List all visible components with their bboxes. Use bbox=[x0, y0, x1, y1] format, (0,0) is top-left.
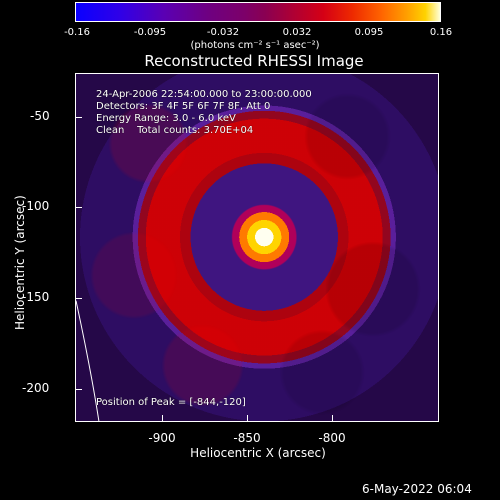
peak-position-label: Position of Peak = [-844,-120] bbox=[96, 397, 246, 408]
y-tick-mark bbox=[75, 207, 82, 208]
clean-counts-label: Clean Total counts: 3.70E+04 bbox=[96, 125, 254, 136]
colorbar-tick-label: -0.16 bbox=[64, 27, 90, 38]
solar-limb bbox=[76, 300, 100, 421]
image-plot: 24-Apr-2006 22:54:00.000 to 23:00:00.000… bbox=[75, 73, 439, 422]
y-tick-label: -200 bbox=[22, 381, 50, 395]
y-tick-label: -100 bbox=[22, 199, 50, 213]
time-range-label: 24-Apr-2006 22:54:00.000 to 23:00:00.000 bbox=[96, 89, 312, 100]
reconstructed-image bbox=[76, 74, 438, 421]
y-tick-mark bbox=[75, 389, 82, 390]
colorbar bbox=[75, 2, 441, 22]
footer-timestamp: 6-May-2022 06:04 bbox=[362, 482, 472, 496]
image-texture bbox=[76, 74, 438, 421]
x-tick-mark bbox=[247, 415, 248, 422]
y-tick-mark bbox=[75, 298, 82, 299]
x-tick-mark bbox=[332, 415, 333, 422]
x-tick-label: -850 bbox=[233, 431, 261, 445]
colorbar-gradient bbox=[75, 2, 441, 22]
y-tick-label: -50 bbox=[30, 109, 50, 123]
colorbar-units: (photons cm⁻² s⁻¹ asec⁻²) bbox=[190, 40, 320, 51]
detectors-label: Detectors: 3F 4F 5F 6F 7F 8F, Att 0 bbox=[96, 101, 271, 112]
colorbar-tick-label: -0.095 bbox=[133, 27, 167, 38]
x-axis-label: Heliocentric X (arcsec) bbox=[190, 446, 326, 460]
colorbar-tick-label: 0.16 bbox=[429, 27, 453, 38]
colorbar-tick-label: 0.095 bbox=[354, 27, 384, 38]
colorbar-tick-label: 0.032 bbox=[282, 27, 312, 38]
y-tick-label: -150 bbox=[22, 290, 50, 304]
x-tick-label: -900 bbox=[148, 431, 176, 445]
y-axis-label: Heliocentric Y (arcsec) bbox=[13, 195, 27, 330]
image-title: Reconstructed RHESSI Image bbox=[144, 52, 364, 70]
y-tick-mark bbox=[75, 117, 82, 118]
x-tick-mark bbox=[162, 415, 163, 422]
energy-range-label: Energy Range: 3.0 - 6.0 keV bbox=[96, 113, 236, 124]
x-tick-label: -800 bbox=[318, 431, 346, 445]
colorbar-tick-label: -0.032 bbox=[206, 27, 240, 38]
